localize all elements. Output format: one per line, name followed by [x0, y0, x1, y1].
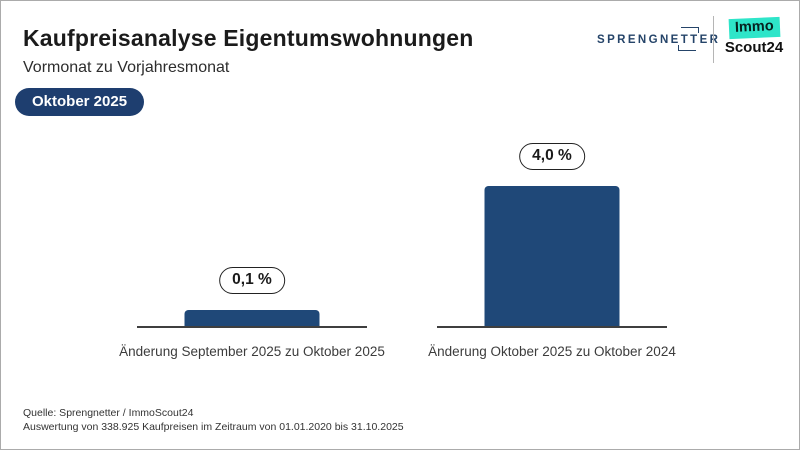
bar-value-pill: 4,0 % — [519, 143, 585, 170]
axis-baseline — [437, 326, 667, 328]
evaluation-line: Auswertung von 338.925 Kaufpreisen im Ze… — [23, 421, 404, 434]
sprengnetter-bracket-icon: TT — [680, 34, 700, 46]
immoscout24-scout-text: Scout24 — [724, 38, 784, 56]
source-note: Quelle: Sprengnetter / ImmoScout24 Auswe… — [23, 406, 404, 434]
immoscout24-immo-highlight: Immo — [728, 16, 780, 39]
sprengnetter-logo-text: SPRENGNE — [597, 34, 681, 46]
period-badge: Oktober 2025 — [15, 88, 145, 116]
sprengnetter-logo-text-end: ER — [699, 34, 721, 46]
category-label: Änderung September 2025 zu Oktober 2025 — [119, 344, 385, 359]
logo-divider — [713, 16, 714, 63]
page-subtitle: Vormonat zu Vorjahresmonat — [23, 59, 230, 76]
bar — [184, 310, 320, 326]
page-title: Kaufpreisanalyse Eigentumswohnungen — [23, 25, 474, 51]
category-label: Änderung Oktober 2025 zu Oktober 2024 — [428, 344, 676, 359]
bar — [484, 186, 620, 326]
sprengnetter-logo: SPRENGNETTER — [597, 34, 720, 46]
source-line: Quelle: Sprengnetter / ImmoScout24 — [23, 407, 194, 419]
bar-group-year: 4,0 % Änderung Oktober 2025 zu Oktober 2… — [428, 139, 676, 359]
axis-baseline — [137, 326, 367, 328]
immoscout24-logo: Immo Scout24 — [723, 16, 785, 56]
bar-group-month: 0,1 % Änderung September 2025 zu Oktober… — [119, 139, 385, 359]
bar-value-pill: 0,1 % — [219, 267, 285, 294]
